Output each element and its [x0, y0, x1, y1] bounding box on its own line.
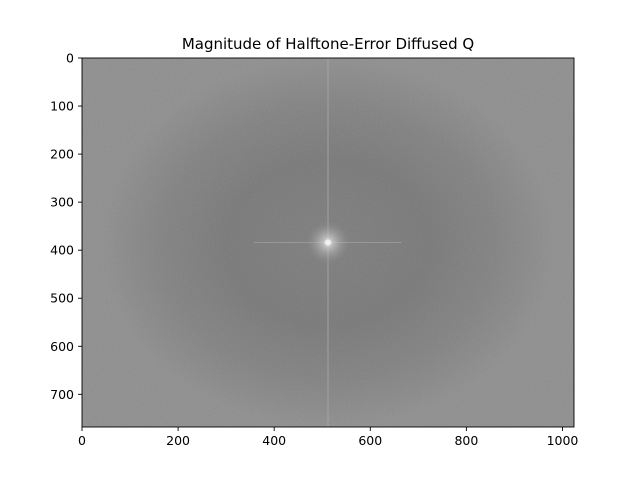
x-axis: 0 200 400 600 800 1000 [78, 427, 578, 448]
y-tick-label: 400 [50, 243, 74, 258]
y-tick-label: 300 [50, 195, 74, 210]
x-tick-label: 1000 [547, 433, 579, 448]
plot-frame [81, 57, 575, 428]
y-axis: 0 100 200 300 400 500 600 700 [50, 51, 82, 402]
heatmap-image [82, 58, 574, 427]
x-tick-label: 400 [262, 433, 286, 448]
y-tick-label: 700 [50, 387, 74, 402]
x-tick-label: 0 [78, 433, 86, 448]
y-tick-label: 0 [66, 51, 74, 66]
x-tick-label: 600 [358, 433, 382, 448]
x-tick-label: 800 [454, 433, 478, 448]
center-peak-core [325, 239, 331, 246]
y-tick-label: 200 [50, 147, 74, 162]
y-tick-label: 600 [50, 339, 74, 354]
x-tick-label: 200 [166, 433, 190, 448]
y-tick-label: 100 [50, 99, 74, 114]
y-tick-label: 500 [50, 291, 74, 306]
chart-title: Magnitude of Halftone-Error Diffused Q [182, 35, 474, 53]
